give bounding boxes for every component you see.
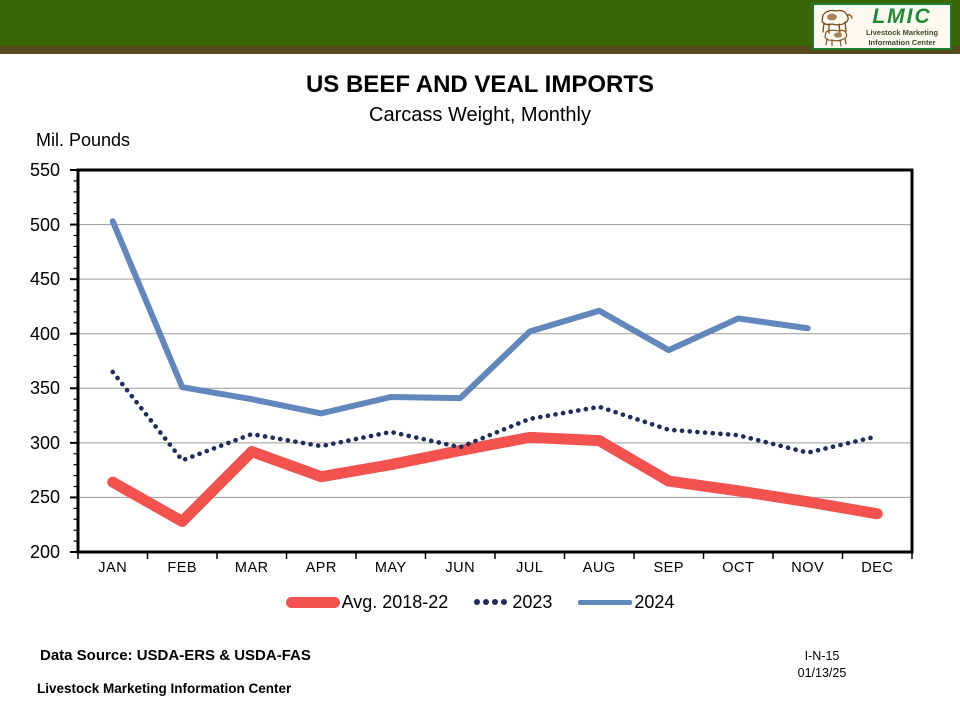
y-tick-label: 250 <box>29 487 60 508</box>
legend-label: Avg. 2018-22 <box>341 591 449 612</box>
data-source-note: Data Source: USDA-ERS & USDA-FAS <box>40 647 311 664</box>
x-tick-label-jul: JUL <box>516 560 544 576</box>
chart-subtitle: Carcass Weight, Monthly <box>369 104 591 126</box>
legend-swatch <box>474 599 510 605</box>
y-tick-label: 450 <box>29 269 60 290</box>
chart-title: US BEEF AND VEAL IMPORTS <box>305 71 655 98</box>
document-date: 01/13/25 <box>797 666 847 680</box>
x-tick-label-feb: FEB <box>167 560 198 576</box>
series-line-2023 <box>110 369 880 464</box>
y-tick-label: 400 <box>29 323 60 344</box>
legend-label: 2024 <box>634 591 675 612</box>
legend-item-avg-2018-22: Avg. 2018-22 <box>285 591 449 613</box>
x-tick-label-jun: JUN <box>445 560 476 576</box>
x-tick-label-apr: APR <box>305 560 337 576</box>
logo-name-line2: Information Center <box>868 38 936 47</box>
x-tick-label-may: MAY <box>374 560 407 576</box>
y-tick-label: 200 <box>29 542 60 562</box>
legend-swatch <box>578 599 633 605</box>
y-tick-label: 500 <box>29 214 60 235</box>
logo-name-line1: Livestock Marketing <box>865 27 939 37</box>
organization-name: Livestock Marketing Information Center <box>37 681 292 696</box>
x-tick-label-sep: SEP <box>653 560 684 576</box>
x-tick-label-oct: OCT <box>722 560 755 576</box>
legend-swatch <box>285 596 340 608</box>
legend-item-2023: 2023 <box>474 592 552 613</box>
y-axis-unit-label: Mil. Pounds <box>36 130 131 150</box>
banner-stripe <box>0 46 960 54</box>
legend-item-2024: 2024 <box>578 592 674 613</box>
cattle-sketch-icon <box>821 9 853 47</box>
x-tick-label-aug: AUG <box>582 560 616 576</box>
legend-label: 2023 <box>512 591 553 612</box>
y-tick-label: 350 <box>29 378 60 399</box>
y-tick-label: 300 <box>29 432 60 453</box>
logo-acronym: LMIC <box>872 4 932 28</box>
x-tick-label-nov: NOV <box>791 560 825 576</box>
series-line-2024 <box>109 218 811 417</box>
document-id: I-N-15 <box>804 649 840 663</box>
series-line-avg-2018-22 <box>107 431 883 527</box>
chart-legend: Avg. 2018-22 2023 2024 <box>0 589 960 615</box>
plot-border <box>76 168 914 554</box>
top-banner <box>0 0 960 46</box>
lmic-logo: LMIC Livestock Marketing Information Cen… <box>812 3 952 50</box>
x-tick-label-dec: DEC <box>861 560 894 576</box>
y-tick-label: 550 <box>29 160 60 180</box>
document-id-block: I-N-15 01/13/25 <box>772 648 872 682</box>
x-tick-label-jan: JAN <box>98 560 128 576</box>
logo-text: LMIC Livestock Marketing Information Cen… <box>854 6 950 48</box>
x-tick-label-mar: MAR <box>234 560 269 576</box>
